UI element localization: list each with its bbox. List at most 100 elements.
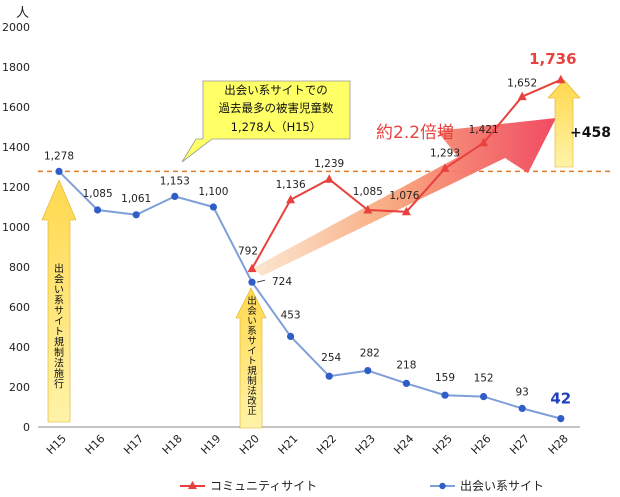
vertical-char: い	[54, 285, 64, 296]
legend-community-label: コミュニティサイト	[210, 479, 317, 493]
vertical-char: 行	[54, 378, 64, 391]
vertical-char: 施	[54, 367, 64, 380]
x-tick-label: H24	[391, 432, 416, 457]
deai-data-label: 1,085	[83, 188, 113, 200]
x-tick-label: H26	[469, 432, 494, 457]
deai-point	[248, 278, 256, 286]
deai-data-label: 453	[281, 309, 301, 321]
community-data-label: 792	[238, 246, 258, 258]
series-layer	[55, 74, 566, 423]
x-tick-label: H23	[353, 432, 378, 457]
deai-series-line	[58, 170, 562, 420]
vertical-char: 会	[247, 305, 257, 317]
growth-arrow	[253, 118, 556, 276]
deai-data-label: 42	[550, 390, 571, 408]
deai-point	[518, 404, 526, 412]
community-data-label: 1,239	[314, 158, 344, 170]
deai-data-label: 93	[516, 386, 529, 398]
deai-724-leader	[256, 279, 266, 283]
deai-point	[364, 367, 372, 375]
legend-community-marker	[188, 481, 197, 489]
deai-point	[132, 211, 140, 219]
community-point	[324, 174, 334, 183]
vertical-char: 規	[54, 337, 64, 349]
callout-line-3: 1,278人（H15）	[231, 120, 322, 134]
y-tick-label: 400	[9, 341, 30, 354]
vertical-char: 制	[247, 375, 257, 387]
deai-data-label: 724	[272, 276, 292, 288]
deai-data-label: 1,153	[160, 175, 190, 187]
x-tick-label: H15	[44, 432, 69, 457]
y-tick-label: 800	[9, 261, 30, 274]
vertical-char: 改	[247, 395, 257, 407]
x-tick-label: H25	[430, 432, 455, 457]
deai-point	[287, 332, 295, 340]
annotations-back	[38, 79, 610, 429]
deai-data-label: 1,061	[121, 193, 151, 205]
deai-data-label: 159	[435, 372, 455, 384]
community-data-label: 1,652	[507, 78, 537, 90]
community-point	[247, 263, 257, 273]
vertical-char: ト	[54, 327, 64, 338]
community-point	[517, 91, 527, 101]
vertical-char: 正	[247, 406, 257, 417]
vertical-char: 制	[54, 346, 64, 359]
community-point	[556, 74, 566, 84]
community-data-label: 1,293	[430, 147, 460, 159]
unit-label: 人	[16, 6, 29, 21]
x-tick-label: H16	[83, 432, 108, 457]
y-tick-label: 0	[23, 421, 30, 434]
x-tick-label: H28	[546, 432, 571, 457]
deai-point	[94, 206, 102, 214]
deai-data-label: 254	[321, 352, 341, 364]
community-data-label: 1,736	[529, 50, 576, 68]
community-data-label: 1,136	[276, 179, 306, 191]
legend-deai-label: 出会い系サイト	[460, 479, 544, 493]
vertical-char: ト	[247, 356, 257, 367]
community-point	[479, 137, 489, 147]
deai-data-label: 152	[474, 373, 494, 385]
multiplier-label: 約2.2倍増	[376, 123, 454, 143]
vertical-char: い	[247, 316, 257, 327]
deai-point	[402, 379, 410, 387]
deai-data-label: 1,100	[198, 186, 228, 198]
deai-point	[557, 415, 565, 423]
community-point	[440, 163, 450, 172]
deai-point	[480, 393, 488, 401]
record-callout-box	[181, 80, 351, 163]
law-revised-arrow	[235, 287, 267, 429]
deai-point	[55, 167, 63, 175]
community-point	[401, 206, 411, 216]
deai-point	[441, 391, 449, 399]
x-tick-label: H19	[198, 432, 223, 457]
x-tick-label: H27	[507, 432, 532, 457]
increase-label: +458	[570, 125, 611, 141]
deai-data-label: 282	[360, 348, 380, 360]
y-tick-label: 1800	[2, 61, 30, 74]
annotations-front: 人 約2.2倍増 +458 出会い系サイトでの 過去最多の被害児童数 1,278…	[16, 6, 611, 417]
vertical-char: 会	[54, 273, 64, 286]
vertical-char: 系	[247, 326, 257, 337]
vertical-char: サ	[247, 336, 257, 347]
community-point	[286, 194, 296, 204]
deai-point	[171, 192, 179, 200]
deai-data-label: 218	[396, 359, 416, 371]
community-data-label: 1,085	[353, 186, 383, 198]
vertical-char: 出	[247, 295, 257, 307]
x-tick-label: H21	[276, 432, 301, 457]
vertical-char: 法	[247, 385, 257, 397]
y-tick-label: 600	[9, 301, 30, 314]
law-enforced-arrow	[41, 179, 77, 423]
community-data-label: 1,421	[469, 124, 499, 136]
vertical-char: 法	[54, 357, 64, 370]
x-tick-label: H18	[160, 432, 185, 457]
community-point	[363, 205, 373, 214]
y-tick-label: 1000	[2, 221, 30, 234]
deai-data-label: 1,278	[44, 150, 74, 162]
callout-line-2: 過去最多の被害児童数	[219, 101, 334, 115]
x-tick-label: H20	[237, 432, 262, 457]
y-tick-label: 1200	[2, 181, 30, 194]
y-tick-label: 1400	[2, 141, 30, 154]
